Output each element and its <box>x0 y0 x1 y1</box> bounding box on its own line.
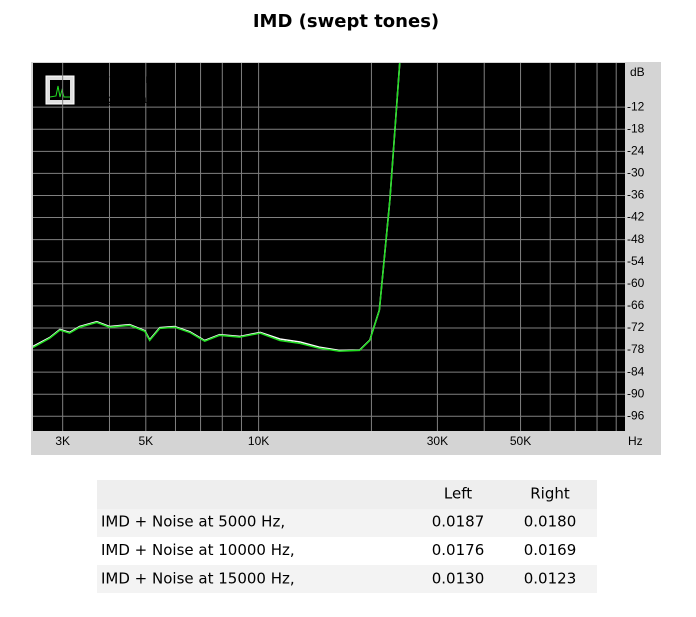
y-tick-label: -48 <box>627 232 645 246</box>
y-tick-label: -36 <box>627 188 645 202</box>
table-cell: 0.0123 <box>524 570 577 588</box>
table-cell: 0.0180 <box>524 513 577 531</box>
y-tick-label: -30 <box>627 166 645 180</box>
chart-title: IMD (swept tones) <box>253 11 439 32</box>
y-tick-label: -84 <box>627 364 645 378</box>
y-unit: dB <box>630 65 645 79</box>
y-tick-label: -66 <box>627 298 645 312</box>
table-row-bg <box>97 565 597 593</box>
y-tick-label: -96 <box>627 408 645 422</box>
y-tick-label: -18 <box>627 121 645 135</box>
x-unit: Hz <box>628 434 643 448</box>
table-cell: 0.0130 <box>432 570 485 588</box>
legend-label: Left channel <box>96 72 161 86</box>
x-tick-label: 50K <box>510 434 531 448</box>
x-tick-label: 10K <box>248 434 269 448</box>
y-tick-label: -42 <box>627 210 645 224</box>
y-tick-label: -54 <box>627 254 645 268</box>
table-header-cell: Right <box>530 485 570 503</box>
table-cell: IMD + Noise at 15000 Hz, <box>101 570 295 588</box>
table-row-bg <box>97 509 597 537</box>
legend-icon <box>45 75 75 105</box>
series-line <box>33 63 401 352</box>
y-tick-label: -60 <box>627 276 645 290</box>
table-header <box>97 480 597 509</box>
y-tick-label: -78 <box>627 342 645 356</box>
y-tick-label: -24 <box>627 143 645 157</box>
table-cell: 0.0176 <box>432 541 485 559</box>
x-tick-label: 30K <box>427 434 448 448</box>
y-tick-label: -72 <box>627 320 645 334</box>
table-cell: 0.0187 <box>432 513 485 531</box>
table-header-cell: Left <box>444 485 472 503</box>
legend-label: Right channel <box>96 92 169 106</box>
table-cell: 0.0169 <box>524 541 577 559</box>
y-tick-label: -12 <box>627 99 645 113</box>
table-cell: IMD + Noise at 5000 Hz, <box>101 513 285 531</box>
x-tick-label: 5K <box>138 434 153 448</box>
table-cell: IMD + Noise at 10000 Hz, <box>101 541 295 559</box>
plot-area <box>33 63 625 431</box>
x-tick-label: 3K <box>55 434 70 448</box>
y-tick-label: -90 <box>627 386 645 400</box>
